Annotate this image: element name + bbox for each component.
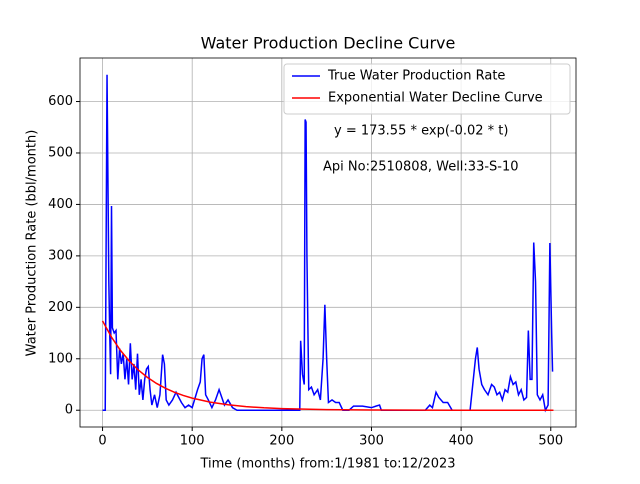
- y-tick-label: 500: [48, 145, 73, 160]
- x-tick-label: 0: [98, 434, 106, 449]
- x-tick-label: 500: [538, 434, 563, 449]
- legend-box: [283, 63, 571, 115]
- plot-frame: [79, 57, 577, 428]
- legend-label: True Water Production Rate: [327, 69, 505, 84]
- x-tick-label: 300: [359, 434, 384, 449]
- y-tick-label: 200: [48, 300, 73, 315]
- x-axis-label: Time (months) from:1/1981 to:12/2023: [199, 457, 455, 472]
- annotation: Api No:2510808, Well:33-S-10: [323, 160, 519, 175]
- y-tick-label: 300: [48, 248, 73, 263]
- line-series: [101, 320, 554, 411]
- x-tick-label: 400: [449, 434, 474, 449]
- y-tick-label: 400: [48, 197, 73, 212]
- chart-title: Water Production Decline Curve: [201, 34, 456, 53]
- annotation: y = 173.55 * exp(-0.02 * t): [334, 124, 508, 139]
- y-axis-label: Water Production Rate (bbl/month): [25, 130, 40, 357]
- line-series: [102, 74, 554, 413]
- x-tick-label: 200: [269, 434, 294, 449]
- y-tick-label: 100: [48, 351, 73, 366]
- x-tick-label: 100: [180, 434, 205, 449]
- legend-label: Exponential Water Decline Curve: [328, 91, 543, 106]
- y-tick-label: 0: [65, 403, 73, 418]
- y-tick-label: 600: [48, 94, 73, 109]
